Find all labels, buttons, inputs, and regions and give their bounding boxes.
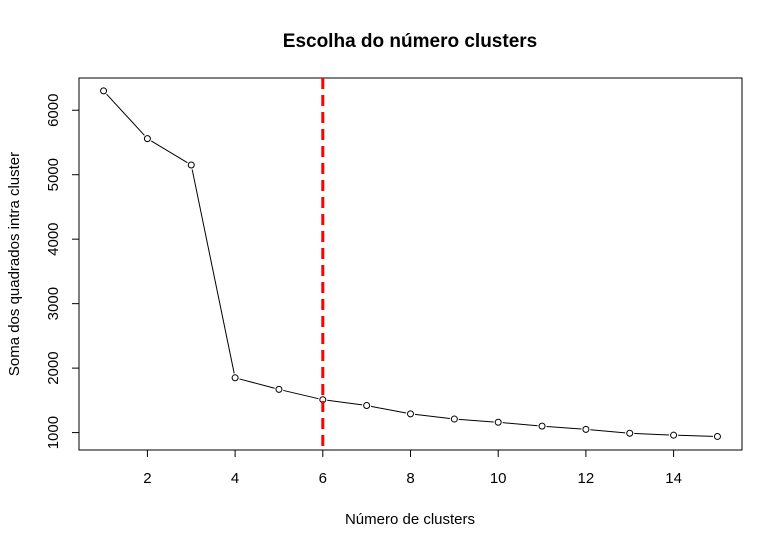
data-point <box>143 135 151 143</box>
y-tick-label: 6000 <box>45 94 62 127</box>
data-point <box>713 432 721 440</box>
series-segment <box>502 422 538 427</box>
data-point <box>494 418 502 426</box>
data-point <box>582 425 590 433</box>
series-layer <box>100 87 721 440</box>
y-axis: 1000 2000 3000 4000 5000 6000 <box>45 94 80 449</box>
series-segment <box>191 169 235 374</box>
x-tick-label: 6 <box>319 470 327 487</box>
data-point <box>275 385 283 393</box>
x-axis-label: Número de clusters <box>345 511 475 528</box>
series-segment <box>106 93 145 136</box>
series-segment <box>151 140 188 164</box>
x-tick-label: 12 <box>578 470 595 487</box>
series-segment <box>239 378 275 389</box>
x-tick-label: 4 <box>231 470 239 487</box>
data-point <box>187 161 195 169</box>
y-axis-label: Soma dos quadrados intra cluster <box>6 152 23 376</box>
data-point <box>450 415 458 423</box>
series-segment <box>283 389 319 400</box>
chart-title: Escolha do número clusters <box>283 31 537 52</box>
series-segment <box>370 405 407 414</box>
x-tick-label: 2 <box>143 470 151 487</box>
x-tick-label: 8 <box>406 470 414 487</box>
data-point <box>538 422 546 430</box>
plot-frame <box>78 77 743 451</box>
data-point <box>407 410 414 418</box>
series-segment <box>546 425 582 430</box>
y-tick-label: 5000 <box>45 158 62 191</box>
x-tick-label: 10 <box>490 470 507 487</box>
series-segment <box>590 429 626 434</box>
x-tick-label: 14 <box>665 470 682 487</box>
y-tick-label: 1000 <box>45 416 62 449</box>
y-tick-label: 2000 <box>45 351 62 384</box>
data-point <box>231 374 239 382</box>
series-segment <box>634 432 670 436</box>
series-segment <box>327 399 363 406</box>
y-tick-label: 4000 <box>45 222 62 255</box>
data-point <box>100 87 108 95</box>
y-tick-label: 3000 <box>45 287 62 320</box>
data-point <box>626 429 634 437</box>
data-point <box>363 402 371 410</box>
data-point <box>670 431 678 439</box>
x-axis: 2 4 6 8 10 12 14 <box>143 449 682 487</box>
series-segment <box>678 434 713 437</box>
series-segment <box>414 413 450 420</box>
series-segment <box>458 418 494 423</box>
